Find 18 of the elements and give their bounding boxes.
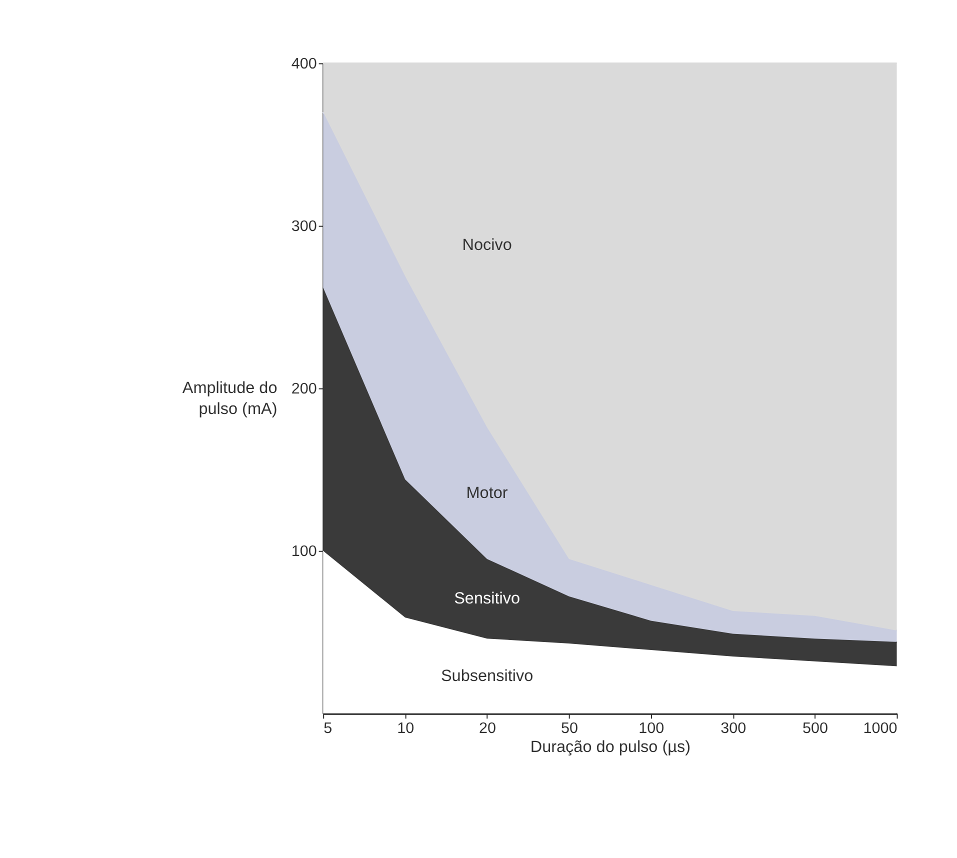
- x-tick-label: 500: [802, 720, 828, 737]
- x-tick-label: 10: [397, 720, 414, 737]
- y-tick-label: 100: [291, 543, 317, 560]
- series-label: Subsensitivo: [440, 666, 534, 685]
- x-tick-label: 5: [324, 720, 332, 737]
- x-tick-label: 100: [638, 720, 664, 737]
- x-tick-label: 20: [479, 720, 496, 737]
- x-tick-label: 300: [720, 720, 746, 737]
- x-tick-label: 1000: [863, 720, 898, 737]
- series-label: Motor: [466, 484, 508, 502]
- series-label: Sensitivo: [454, 590, 520, 608]
- y-tick-label: 400: [291, 56, 317, 73]
- x-axis-title: Duração do pulso (µs): [530, 738, 691, 756]
- y-axis-title: Amplitude do pulso (mA): [182, 379, 278, 418]
- y-tick-label: 200: [291, 380, 317, 398]
- x-tick-label: 50: [560, 720, 578, 737]
- series-label: Nocivo: [462, 236, 512, 254]
- y-tick-label: 300: [291, 218, 317, 236]
